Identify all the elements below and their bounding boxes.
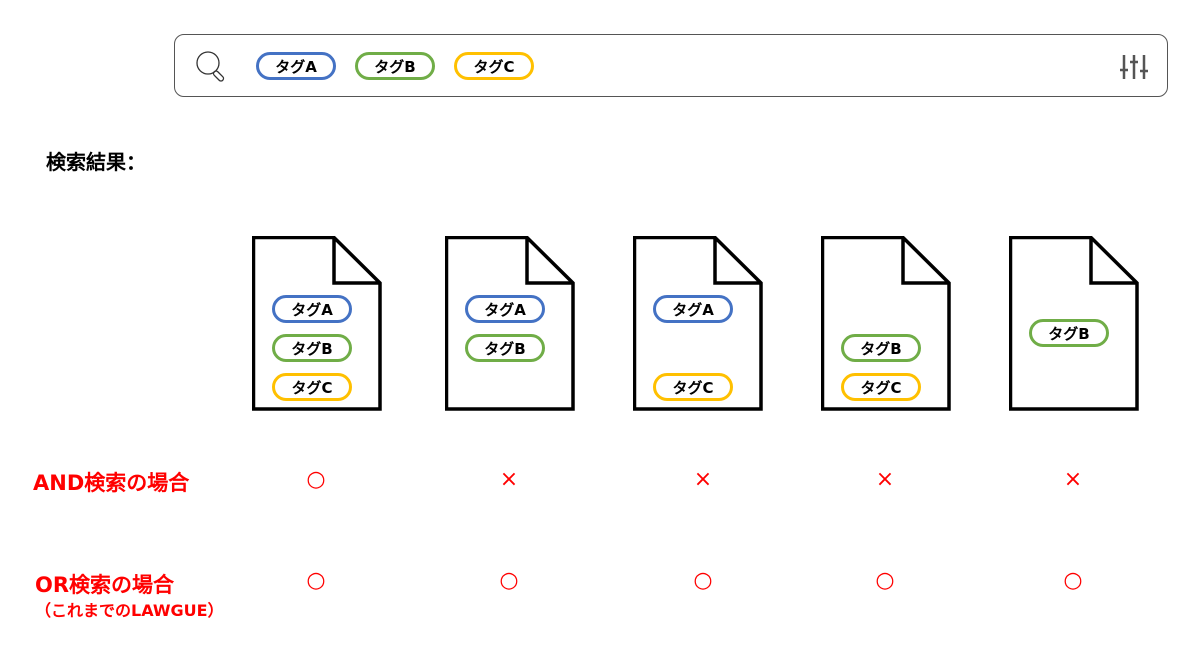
match-circle-mark: ○ <box>693 568 713 593</box>
document-icon <box>252 236 382 411</box>
document-1[interactable]: タグA タグB タグC <box>252 236 382 411</box>
document-tag: タグB <box>465 334 545 362</box>
document-tag: タグB <box>1029 319 1109 347</box>
match-circle-mark: ○ <box>499 568 519 593</box>
document-tag: タグC <box>841 373 921 401</box>
no-match-cross-mark: × <box>499 467 519 492</box>
match-circle-mark: ○ <box>1063 568 1083 593</box>
document-4[interactable]: タグB タグC <box>821 236 951 411</box>
no-match-cross-mark: × <box>875 467 895 492</box>
no-match-cross-mark: × <box>1063 467 1083 492</box>
document-icon <box>633 236 763 411</box>
or-row-label: OR検索の場合 <box>35 573 175 597</box>
document-tag: タグA <box>653 295 733 323</box>
no-match-cross-mark: × <box>693 467 713 492</box>
document-5[interactable]: タグB <box>1009 236 1139 411</box>
document-tag: タグB <box>272 334 352 362</box>
document-icon <box>445 236 575 411</box>
match-circle-mark: ○ <box>306 568 326 593</box>
document-tag: タグA <box>272 295 352 323</box>
search-tag-b[interactable]: タグB <box>355 52 435 80</box>
or-row-sublabel: （これまでのLAWGUE） <box>35 601 224 620</box>
document-2[interactable]: タグA タグB <box>445 236 575 411</box>
document-3[interactable]: タグA タグC <box>633 236 763 411</box>
search-bar[interactable]: タグA タグB タグC <box>174 34 1168 97</box>
document-tag: タグA <box>465 295 545 323</box>
match-circle-mark: ○ <box>875 568 895 593</box>
match-circle-mark: ○ <box>306 467 326 492</box>
search-tag-c[interactable]: タグC <box>454 52 534 80</box>
results-label: 検索結果： <box>46 150 146 174</box>
search-icon[interactable] <box>195 50 231 84</box>
document-icon <box>821 236 951 411</box>
and-row-label: AND検索の場合 <box>33 471 190 495</box>
sliders-icon[interactable] <box>1119 53 1149 81</box>
document-tag: タグB <box>841 334 921 362</box>
search-tag-a[interactable]: タグA <box>256 52 336 80</box>
document-tag: タグC <box>272 373 352 401</box>
document-tag: タグC <box>653 373 733 401</box>
